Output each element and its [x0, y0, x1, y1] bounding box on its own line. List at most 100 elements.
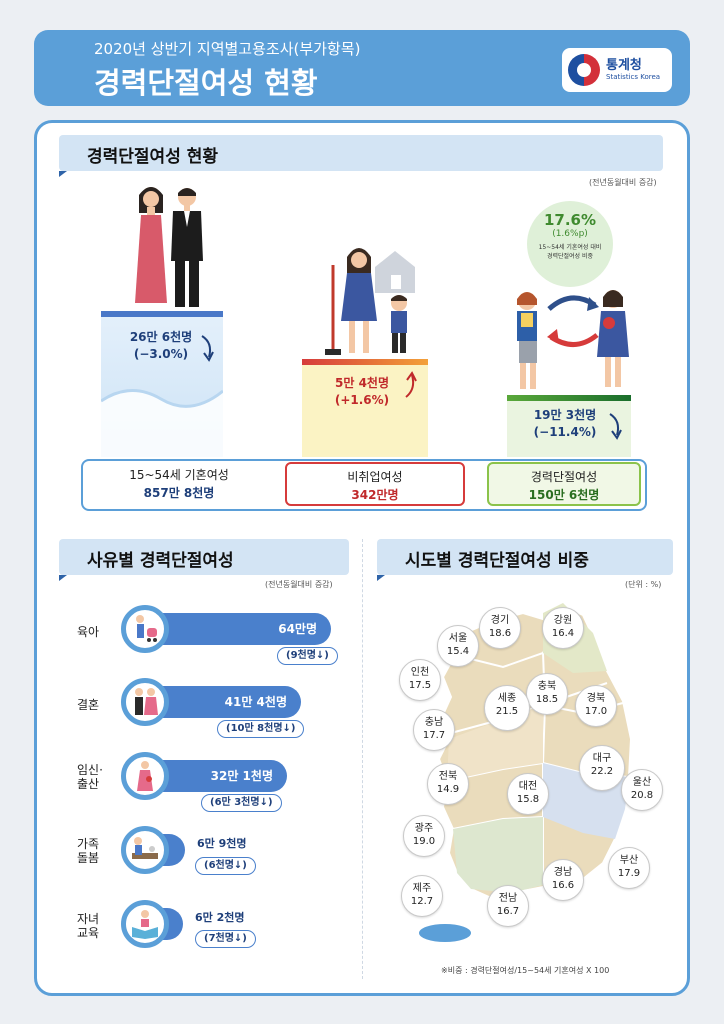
value-family-care: 6만 9천명: [197, 837, 247, 850]
reason-label-line-2: 교육: [77, 926, 100, 940]
married-value: 26만 6천명: [129, 330, 193, 344]
overview-note: (전년동월대비 증감): [589, 178, 657, 187]
reason-label-pregnancy: 임신· 출산: [77, 763, 103, 791]
reason-label-marriage: 결혼: [77, 698, 100, 712]
career-break-pillar: 19만 3천명 (−11.4%): [507, 395, 631, 457]
region-gwangju: 광주 19.0: [403, 815, 445, 857]
career-change: (−11.4%): [533, 425, 597, 439]
box-value: 150만 6천명: [528, 488, 600, 502]
region-name: 부산: [619, 855, 639, 866]
region-ulsan: 울산 20.8: [621, 769, 663, 811]
ratio-desc-2: 경력단절여성 비중: [546, 253, 594, 260]
childcare-icon: [121, 605, 169, 653]
section-reasons-header: 사유별 경력단절여성: [59, 539, 349, 581]
reason-label-line-1: 자녀: [77, 912, 100, 926]
bar-marriage: 41만 4천명: [155, 686, 301, 718]
region-name: 인천: [410, 667, 430, 678]
married-women-pillar: 26만 6천명 (−3.0%): [101, 311, 223, 461]
region-name: 강원: [553, 615, 573, 626]
value-education: 6만 2천명: [195, 911, 245, 924]
region-name: 제주: [412, 883, 432, 894]
career-break-box: 경력단절여성 150만 6천명: [487, 462, 641, 506]
taeguk-logo-icon: [568, 54, 600, 86]
section-divider: [362, 539, 363, 979]
section-reasons-title: 사유별 경력단절여성: [87, 551, 234, 571]
reason-label-line-2: 출산: [77, 777, 100, 791]
family-care-icon: [121, 826, 169, 874]
bar-pregnancy: 32만 1천명: [155, 760, 287, 792]
up-arrow-icon: [405, 371, 417, 398]
married-couple-icon: [135, 187, 203, 307]
region-jeju: 제주 12.7: [401, 875, 443, 917]
married-change: (−3.0%): [133, 347, 189, 361]
marriage-icon: [121, 678, 169, 726]
region-value: 18.5: [535, 694, 559, 705]
region-value: 22.2: [590, 766, 614, 777]
logo-name: 통계청: [606, 58, 642, 73]
change-marriage: (10만 8천명↓): [217, 720, 305, 738]
reason-label-line-2: 돌봄: [77, 851, 100, 865]
region-name: 충남: [424, 717, 444, 728]
logo-english-name: Statistics Korea: [606, 73, 661, 81]
region-value: 16.7: [496, 906, 520, 917]
reason-label-line-1: 가족: [77, 837, 100, 851]
mother-child-icon: [325, 248, 415, 355]
box-label: 15~54세 기혼여성: [129, 468, 229, 482]
region-gyeongnam: 경남 16.6: [542, 859, 584, 901]
region-value: 14.9: [436, 784, 460, 795]
region-value: 21.5: [495, 706, 519, 717]
region-seoul: 서울 15.4: [437, 625, 479, 667]
down-arrow-icon: [201, 335, 214, 362]
ratio-change: (1.6%p): [552, 229, 588, 239]
region-value: 17.5: [408, 680, 432, 691]
region-gyeongbuk: 경북 17.0: [575, 685, 617, 727]
section-overview-header: 경력단절여성 현황: [59, 135, 663, 177]
reason-label-family-care: 가족 돌봄: [77, 837, 99, 865]
section-overview-title: 경력단절여성 현황: [87, 147, 219, 167]
unemployed-women-box: 비취업여성 342만명: [285, 462, 465, 506]
region-gangwon: 강원 16.4: [542, 607, 584, 649]
main-frame: 경력단절여성 현황 (전년동월대비 증감) 26만 6천명 (−3.0%): [34, 120, 690, 996]
region-jeonnam: 전남 16.7: [487, 885, 529, 927]
region-value: 16.4: [551, 628, 575, 639]
statistics-korea-logo: 통계청 Statistics Korea: [562, 48, 672, 92]
header-banner: 2020년 상반기 지역별고용조사(부가항목) 경력단절여성 현황 통계청 St…: [34, 30, 690, 106]
change-childcare: (9천명↓): [277, 647, 338, 665]
pregnancy-icon: [121, 752, 169, 800]
region-busan: 부산 17.9: [608, 847, 650, 889]
region-value: 15.8: [516, 794, 540, 805]
reason-label-childcare: 육아: [77, 625, 100, 639]
box-value: 857만 8천명: [143, 486, 215, 500]
region-daejeon: 대전 15.8: [507, 773, 549, 815]
region-name: 광주: [414, 823, 434, 834]
summary-frame: [81, 459, 647, 511]
region-daegu: 대구 22.2: [579, 745, 625, 791]
region-name: 대구: [592, 753, 612, 764]
box-label: 경력단절여성: [530, 470, 598, 484]
page-title: 경력단절여성 현황: [94, 66, 318, 100]
married-women-box: 15~54세 기혼여성 857만 8천명: [89, 462, 269, 506]
region-jeonbuk: 전북 14.9: [427, 763, 469, 805]
unemployed-value: 5만 4천명: [335, 376, 389, 390]
region-name: 충북: [537, 681, 557, 692]
region-value: 20.8: [630, 790, 654, 801]
pillar-cap: [101, 311, 223, 317]
wave-decoration: [101, 389, 223, 461]
pillar-cap: [507, 395, 631, 401]
region-value: 17.9: [617, 868, 641, 879]
region-gyeonggi: 경기 18.6: [479, 607, 521, 649]
ratio-desc-1: 15~54세 기혼여성 대비: [538, 244, 602, 251]
region-value: 19.0: [412, 836, 436, 847]
header-subtitle: 2020년 상반기 지역별고용조사(부가항목): [94, 40, 361, 58]
career-value: 19만 3천명: [533, 408, 597, 422]
section-regions-title: 시도별 경력단절여성 비중: [405, 551, 589, 571]
box-label: 비취업여성: [347, 470, 403, 484]
regions-note: (단위 : %): [625, 580, 662, 589]
down-arrow-icon: [609, 413, 622, 440]
region-incheon: 인천 17.5: [399, 659, 441, 701]
change-education: (7천명↓): [195, 930, 256, 948]
region-name: 울산: [632, 777, 652, 788]
region-name: 경북: [586, 693, 606, 704]
box-value: 342만명: [351, 488, 399, 502]
region-name: 대전: [518, 781, 538, 792]
